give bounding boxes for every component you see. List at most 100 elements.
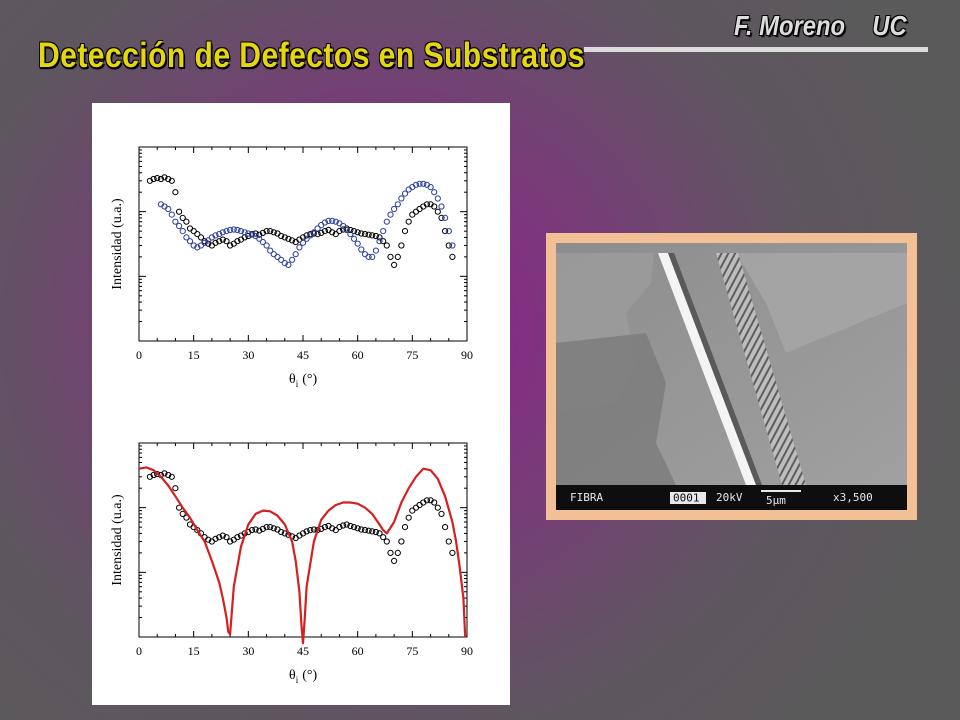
data-point <box>307 527 314 534</box>
data-point <box>365 253 372 260</box>
data-point <box>383 242 390 249</box>
data-point <box>263 228 270 235</box>
data-point <box>434 208 441 215</box>
data-point <box>245 230 252 237</box>
x-tick-label: 15 <box>188 644 200 658</box>
data-point <box>216 238 223 245</box>
data-point <box>267 524 274 531</box>
author-name: F. Moreno <box>734 10 846 41</box>
data-point <box>383 218 390 225</box>
x-axis-label: θi (°) <box>289 372 317 389</box>
author-underline <box>584 47 928 52</box>
data-point <box>329 217 336 225</box>
data-point <box>442 524 449 531</box>
data-point <box>401 524 409 531</box>
data-point <box>434 504 441 511</box>
data-point <box>172 485 179 492</box>
data-point <box>409 507 416 514</box>
data-point <box>340 222 347 230</box>
data-point <box>449 242 456 249</box>
data-point <box>263 242 270 249</box>
data-point <box>307 232 314 239</box>
data-point <box>227 538 234 545</box>
data-point <box>252 526 259 533</box>
data-point <box>340 522 347 529</box>
data-point <box>445 228 452 235</box>
data-point <box>172 189 179 196</box>
data-point <box>278 528 285 536</box>
data-point <box>237 228 245 235</box>
y-axis-label: Intensidad (u.a.) <box>110 198 125 290</box>
data-point <box>387 549 394 556</box>
data-point <box>154 175 161 182</box>
data-point <box>241 229 248 236</box>
x-axis-symbol: θ <box>289 668 296 683</box>
data-point <box>445 242 452 249</box>
data-point <box>227 226 234 234</box>
data-point <box>205 237 212 244</box>
data-point <box>329 229 336 236</box>
data-point <box>394 549 401 556</box>
data-point <box>438 203 445 210</box>
data-point <box>416 180 423 187</box>
data-point <box>361 251 369 258</box>
data-point <box>150 471 157 479</box>
data-point <box>186 238 194 245</box>
data-point <box>256 527 263 534</box>
x-axis-subscript: i <box>296 379 299 389</box>
plot-frame <box>138 146 468 342</box>
data-point <box>234 226 241 234</box>
affiliation-label: UC <box>872 10 907 41</box>
model-curve <box>138 466 467 645</box>
data-point <box>449 549 456 556</box>
data-point <box>285 235 292 242</box>
data-point <box>318 222 325 229</box>
data-point <box>252 230 259 237</box>
chart-2: 0 15 30 45 60 75 90 θi (°) Intensidad (u.a.) <box>110 442 473 685</box>
data-point <box>438 510 445 517</box>
data-point <box>154 471 161 478</box>
x-axis-unit: (°) <box>302 372 317 387</box>
data-point <box>369 528 376 535</box>
info-bar <box>556 485 907 510</box>
data-point <box>281 234 288 241</box>
data-point <box>438 214 445 222</box>
data-point <box>270 251 277 258</box>
data-point <box>179 510 186 517</box>
data-point <box>347 522 354 530</box>
data-point <box>391 205 398 213</box>
data-point <box>179 214 186 222</box>
fiber-highlight <box>658 253 756 485</box>
data-point <box>380 238 387 245</box>
data-point <box>259 238 266 246</box>
data-point <box>165 471 172 479</box>
data-point <box>303 528 310 535</box>
frame-number-box <box>670 492 706 504</box>
data-point <box>332 218 339 225</box>
data-point <box>391 557 398 564</box>
data-point <box>230 226 237 233</box>
data-point <box>401 190 409 197</box>
data-point <box>372 247 379 254</box>
data-point <box>179 228 186 235</box>
data-point <box>219 229 226 236</box>
micrograph-svg: FIBRA 0001 20kV 5μm x3,500 <box>556 243 907 510</box>
data-point <box>332 527 339 534</box>
data-point <box>146 177 154 184</box>
data-point <box>358 230 365 237</box>
data-point <box>256 231 263 238</box>
data-point <box>259 525 266 532</box>
data-point <box>409 211 416 218</box>
data-point <box>321 524 328 531</box>
fiber-shadow <box>668 253 762 485</box>
data-point <box>325 217 332 225</box>
data-point <box>332 231 339 238</box>
data-point <box>361 527 369 534</box>
x-axis-symbol: θ <box>289 372 296 387</box>
data-point <box>380 228 387 235</box>
data-point <box>186 225 194 232</box>
data-point <box>289 256 296 263</box>
data-point <box>358 246 365 253</box>
data-point <box>223 534 230 541</box>
slide-title: Detección de Defectos en Substratos <box>38 36 585 75</box>
